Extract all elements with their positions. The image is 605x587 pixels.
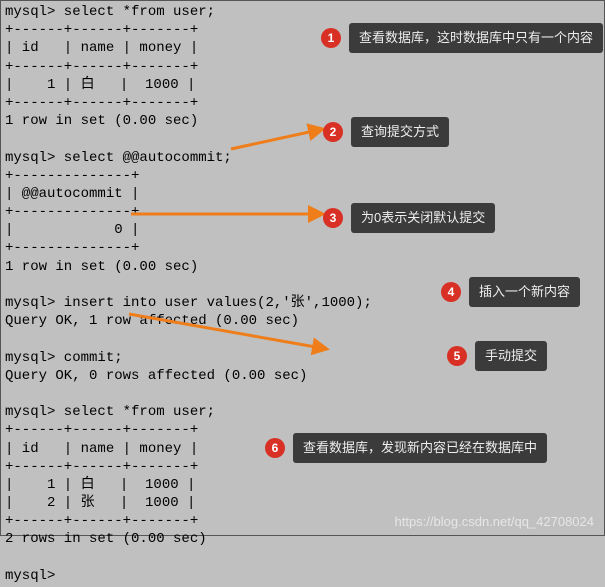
- annotation-5: 5 手动提交: [447, 341, 547, 371]
- terminal-line: +--------------+: [5, 203, 600, 221]
- watermark: https://blog.csdn.net/qq_42708024: [395, 514, 595, 529]
- annotation-badge: 4: [441, 282, 461, 302]
- terminal-line: +------+------+-------+: [5, 58, 600, 76]
- terminal-line: [5, 549, 600, 567]
- annotation-badge: 2: [323, 122, 343, 142]
- terminal-line: | 1 | 白 | 1000 |: [5, 476, 600, 494]
- terminal-line: 1 row in set (0.00 sec): [5, 258, 600, 276]
- annotation-4: 4 插入一个新内容: [441, 277, 580, 307]
- annotation-3: 3 为0表示关闭默认提交: [323, 203, 495, 233]
- terminal-line: [5, 130, 600, 148]
- terminal-line: mysql> select @@autocommit;: [5, 149, 600, 167]
- annotation-badge: 1: [321, 28, 341, 48]
- annotation-label: 插入一个新内容: [469, 277, 580, 307]
- terminal-line: | 2 | 张 | 1000 |: [5, 494, 600, 512]
- terminal-line: 1 row in set (0.00 sec): [5, 112, 600, 130]
- annotation-badge: 6: [265, 438, 285, 458]
- terminal-line: +--------------+: [5, 239, 600, 257]
- annotation-label: 查看数据库，这时数据库中只有一个内容: [349, 23, 603, 53]
- terminal-line: [5, 385, 600, 403]
- terminal-line: mysql> select *from user;: [5, 403, 600, 421]
- terminal-line: | 0 |: [5, 221, 600, 239]
- annotation-badge: 3: [323, 208, 343, 228]
- annotation-6: 6 查看数据库，发现新内容已经在数据库中: [265, 433, 547, 463]
- terminal-line: | @@autocommit |: [5, 185, 600, 203]
- annotation-badge: 5: [447, 346, 467, 366]
- terminal-line: | 1 | 白 | 1000 |: [5, 76, 600, 94]
- annotation-label: 查看数据库，发现新内容已经在数据库中: [293, 433, 547, 463]
- terminal-line: mysql> select *from user;: [5, 3, 600, 21]
- terminal-line: +--------------+: [5, 167, 600, 185]
- terminal-line: Query OK, 1 row affected (0.00 sec): [5, 312, 600, 330]
- annotation-label: 查询提交方式: [351, 117, 449, 147]
- terminal-line: +------+------+-------+: [5, 94, 600, 112]
- terminal-line: 2 rows in set (0.00 sec): [5, 530, 600, 548]
- annotation-label: 为0表示关闭默认提交: [351, 203, 495, 233]
- annotation-1: 1 查看数据库，这时数据库中只有一个内容: [321, 23, 603, 53]
- terminal-line: mysql>: [5, 567, 600, 585]
- annotation-label: 手动提交: [475, 341, 547, 371]
- annotation-2: 2 查询提交方式: [323, 117, 449, 147]
